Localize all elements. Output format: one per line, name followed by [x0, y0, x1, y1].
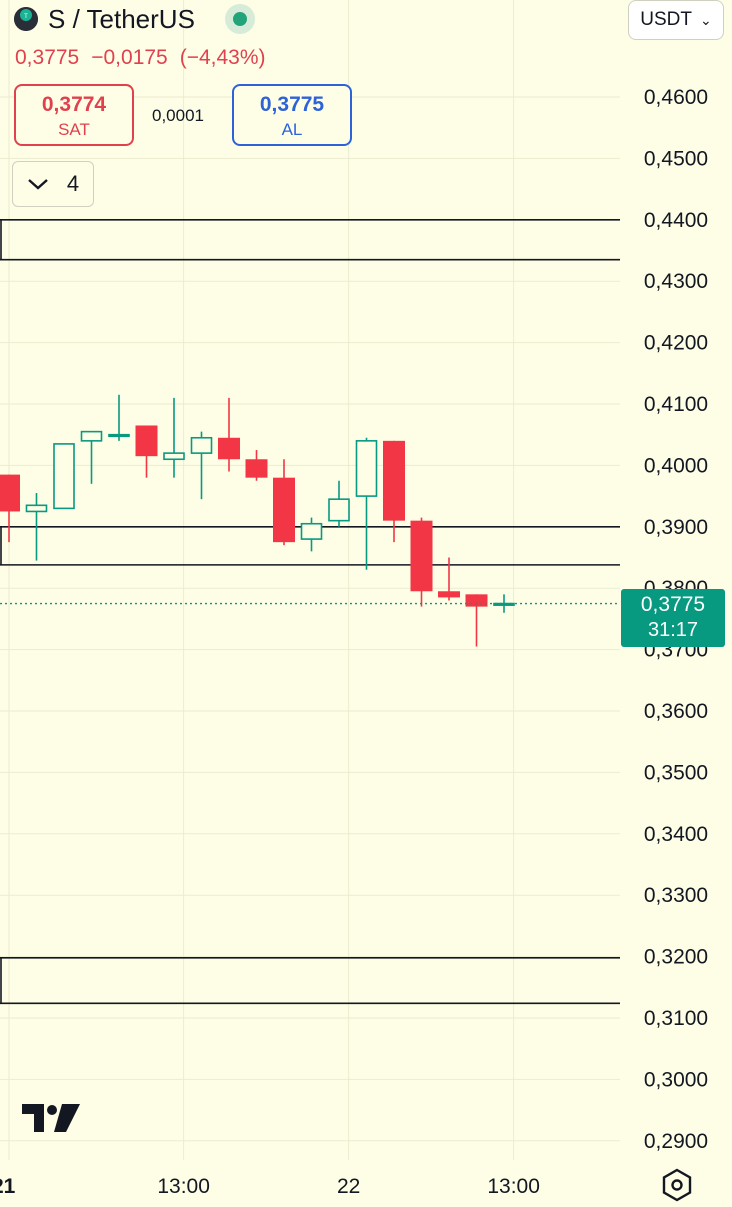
- candle-body: [465, 594, 488, 607]
- price-tag-value: 0,3775: [640, 593, 706, 616]
- candle: [218, 397, 240, 472]
- sell-button[interactable]: 0,3774 SAT: [14, 84, 134, 146]
- candle-body: [438, 591, 460, 598]
- coin-logo-icon: T: [14, 7, 38, 31]
- candle-body: [25, 504, 48, 513]
- candle: [135, 425, 158, 478]
- price-axis-label: 0,3300: [644, 884, 708, 907]
- last-price-tag: 0,3775 31:17: [621, 589, 725, 647]
- price-axis-label: 0,4000: [644, 454, 708, 477]
- buy-label: AL: [281, 120, 303, 139]
- bar-countdown: 31:17: [647, 619, 699, 641]
- horizontal-drawing-lines[interactable]: [0, 219, 620, 1005]
- candle: [80, 430, 103, 484]
- chevron-down-icon: ⌄: [700, 11, 712, 28]
- currency-select[interactable]: USDT ⌄: [628, 0, 724, 40]
- price-change-percent: (−4,43%): [179, 46, 266, 69]
- candle-body: [108, 433, 130, 438]
- candle-body: [190, 436, 213, 454]
- candle: [53, 443, 75, 510]
- price-axis-label: 0,4100: [644, 393, 708, 416]
- price-axis-label: 0,3100: [644, 1007, 708, 1030]
- candle: [410, 517, 433, 607]
- symbol-header[interactable]: T S / TetherUS: [14, 2, 255, 36]
- price-axis-label: 0,4400: [644, 209, 708, 232]
- candle: [0, 474, 20, 543]
- candle-body: [300, 522, 323, 540]
- price-axis-label: 0,3400: [644, 823, 708, 846]
- price-change: −0,0175: [91, 46, 168, 69]
- candle-body: [410, 520, 433, 592]
- indicator-count: 4: [66, 171, 80, 196]
- candle: [438, 557, 460, 601]
- price-axis-label: 0,4300: [644, 270, 708, 293]
- tradingview-logo[interactable]: [22, 1104, 80, 1137]
- status-dot-icon: [224, 4, 255, 34]
- candle: [465, 594, 488, 647]
- time-axis-label: 13:00: [487, 1175, 540, 1198]
- candle-body: [80, 430, 103, 442]
- price-change-row: 0,3775 −0,0175 (−4,43%): [15, 46, 278, 70]
- buy-button[interactable]: 0,3775 AL: [232, 84, 352, 146]
- chevron-down-icon: [28, 179, 48, 190]
- buy-price: 0,3775: [259, 93, 325, 116]
- chart-grid: [0, 0, 620, 1160]
- candle-body: [383, 440, 405, 521]
- candle: [273, 459, 295, 546]
- time-axis-label: 13:00: [157, 1175, 210, 1198]
- candle: [493, 594, 515, 613]
- spread-value: 0,0001: [152, 106, 204, 125]
- price-axis-label: 0,4500: [644, 147, 708, 170]
- price-axis-label: 0,3600: [644, 700, 708, 723]
- candle: [355, 437, 378, 570]
- price-axis-label: 0,3000: [644, 1068, 708, 1091]
- candle: [245, 450, 268, 481]
- candle: [25, 493, 48, 561]
- candle-body: [135, 425, 158, 457]
- price-axis-label: 0,3200: [644, 946, 708, 969]
- symbol-name[interactable]: S / TetherUS: [48, 3, 195, 34]
- candle: [383, 440, 405, 543]
- time-axis-label: 21: [0, 1175, 16, 1198]
- candle: [300, 517, 323, 552]
- candle-body: [355, 440, 378, 497]
- price-axis-label: 0,4600: [644, 86, 708, 109]
- candle-body: [163, 452, 185, 461]
- svg-text:T: T: [24, 14, 28, 20]
- time-axis-label: 22: [337, 1175, 360, 1198]
- indicators-toggle-button[interactable]: 4: [12, 161, 94, 207]
- candle-body: [493, 602, 515, 606]
- price-axis-label: 0,2900: [644, 1130, 708, 1153]
- candlestick-series: [0, 394, 515, 647]
- candle: [328, 480, 350, 527]
- candle: [108, 394, 130, 441]
- price-axis-label: 0,3500: [644, 761, 708, 784]
- candle: [163, 397, 185, 478]
- candle: [190, 431, 213, 500]
- candle-body: [273, 477, 295, 543]
- time-axis[interactable]: 21 13:00 22 13:00: [0, 1175, 540, 1198]
- currency-value: USDT: [640, 9, 692, 30]
- candle-body: [245, 459, 268, 478]
- settings-icon[interactable]: [660, 1168, 694, 1207]
- candle-body: [328, 498, 350, 522]
- last-price: 0,3775: [15, 46, 80, 69]
- candle-body: [53, 443, 75, 510]
- sell-label: SAT: [58, 120, 90, 139]
- price-axis-label: 0,3900: [644, 516, 708, 539]
- candle-body: [0, 474, 20, 512]
- candle-body: [218, 437, 240, 460]
- price-axis-label: 0,4200: [644, 332, 708, 355]
- sell-price: 0,3774: [41, 93, 107, 116]
